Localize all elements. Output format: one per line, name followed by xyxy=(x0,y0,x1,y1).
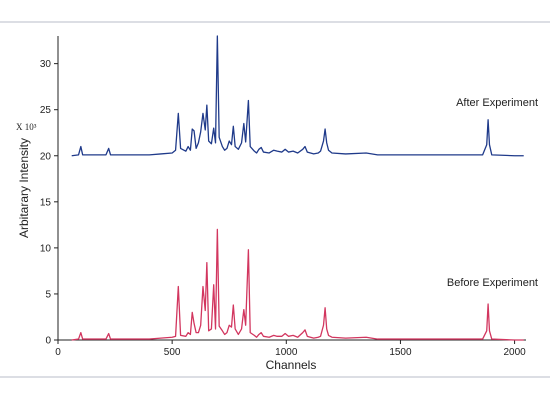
before-experiment-label: Before Experiment xyxy=(447,277,538,289)
x-axis-title: Channels xyxy=(266,358,317,372)
y-tick-label: 0 xyxy=(45,336,51,347)
ticks: 0 500 1000 1500 2000 0 5 10 15 20 25 30 xyxy=(40,59,526,358)
x-tick-label: 2000 xyxy=(503,347,526,358)
x-tick-label: 0 xyxy=(55,347,61,358)
x-tick-label: 1000 xyxy=(275,347,298,358)
y-axis-title: Arbitarary Intensity xyxy=(17,138,31,238)
y-tick-label: 5 xyxy=(45,289,51,300)
axes xyxy=(57,36,526,341)
x-tick-label: 500 xyxy=(164,347,181,358)
series-line-after xyxy=(71,35,524,157)
y-tick-label: 10 xyxy=(40,243,52,254)
y-tick-label: 25 xyxy=(40,105,52,116)
y-tick-label: 30 xyxy=(40,59,52,70)
series-group xyxy=(71,35,524,341)
x-tick-label: 1500 xyxy=(389,347,412,358)
after-experiment-label: After Experiment xyxy=(456,97,538,109)
y-axis-multiplier: X 10³ xyxy=(16,122,37,132)
y-tick-label: 15 xyxy=(40,197,52,208)
series-line-before xyxy=(71,228,524,341)
y-tick-label: 20 xyxy=(40,151,52,162)
